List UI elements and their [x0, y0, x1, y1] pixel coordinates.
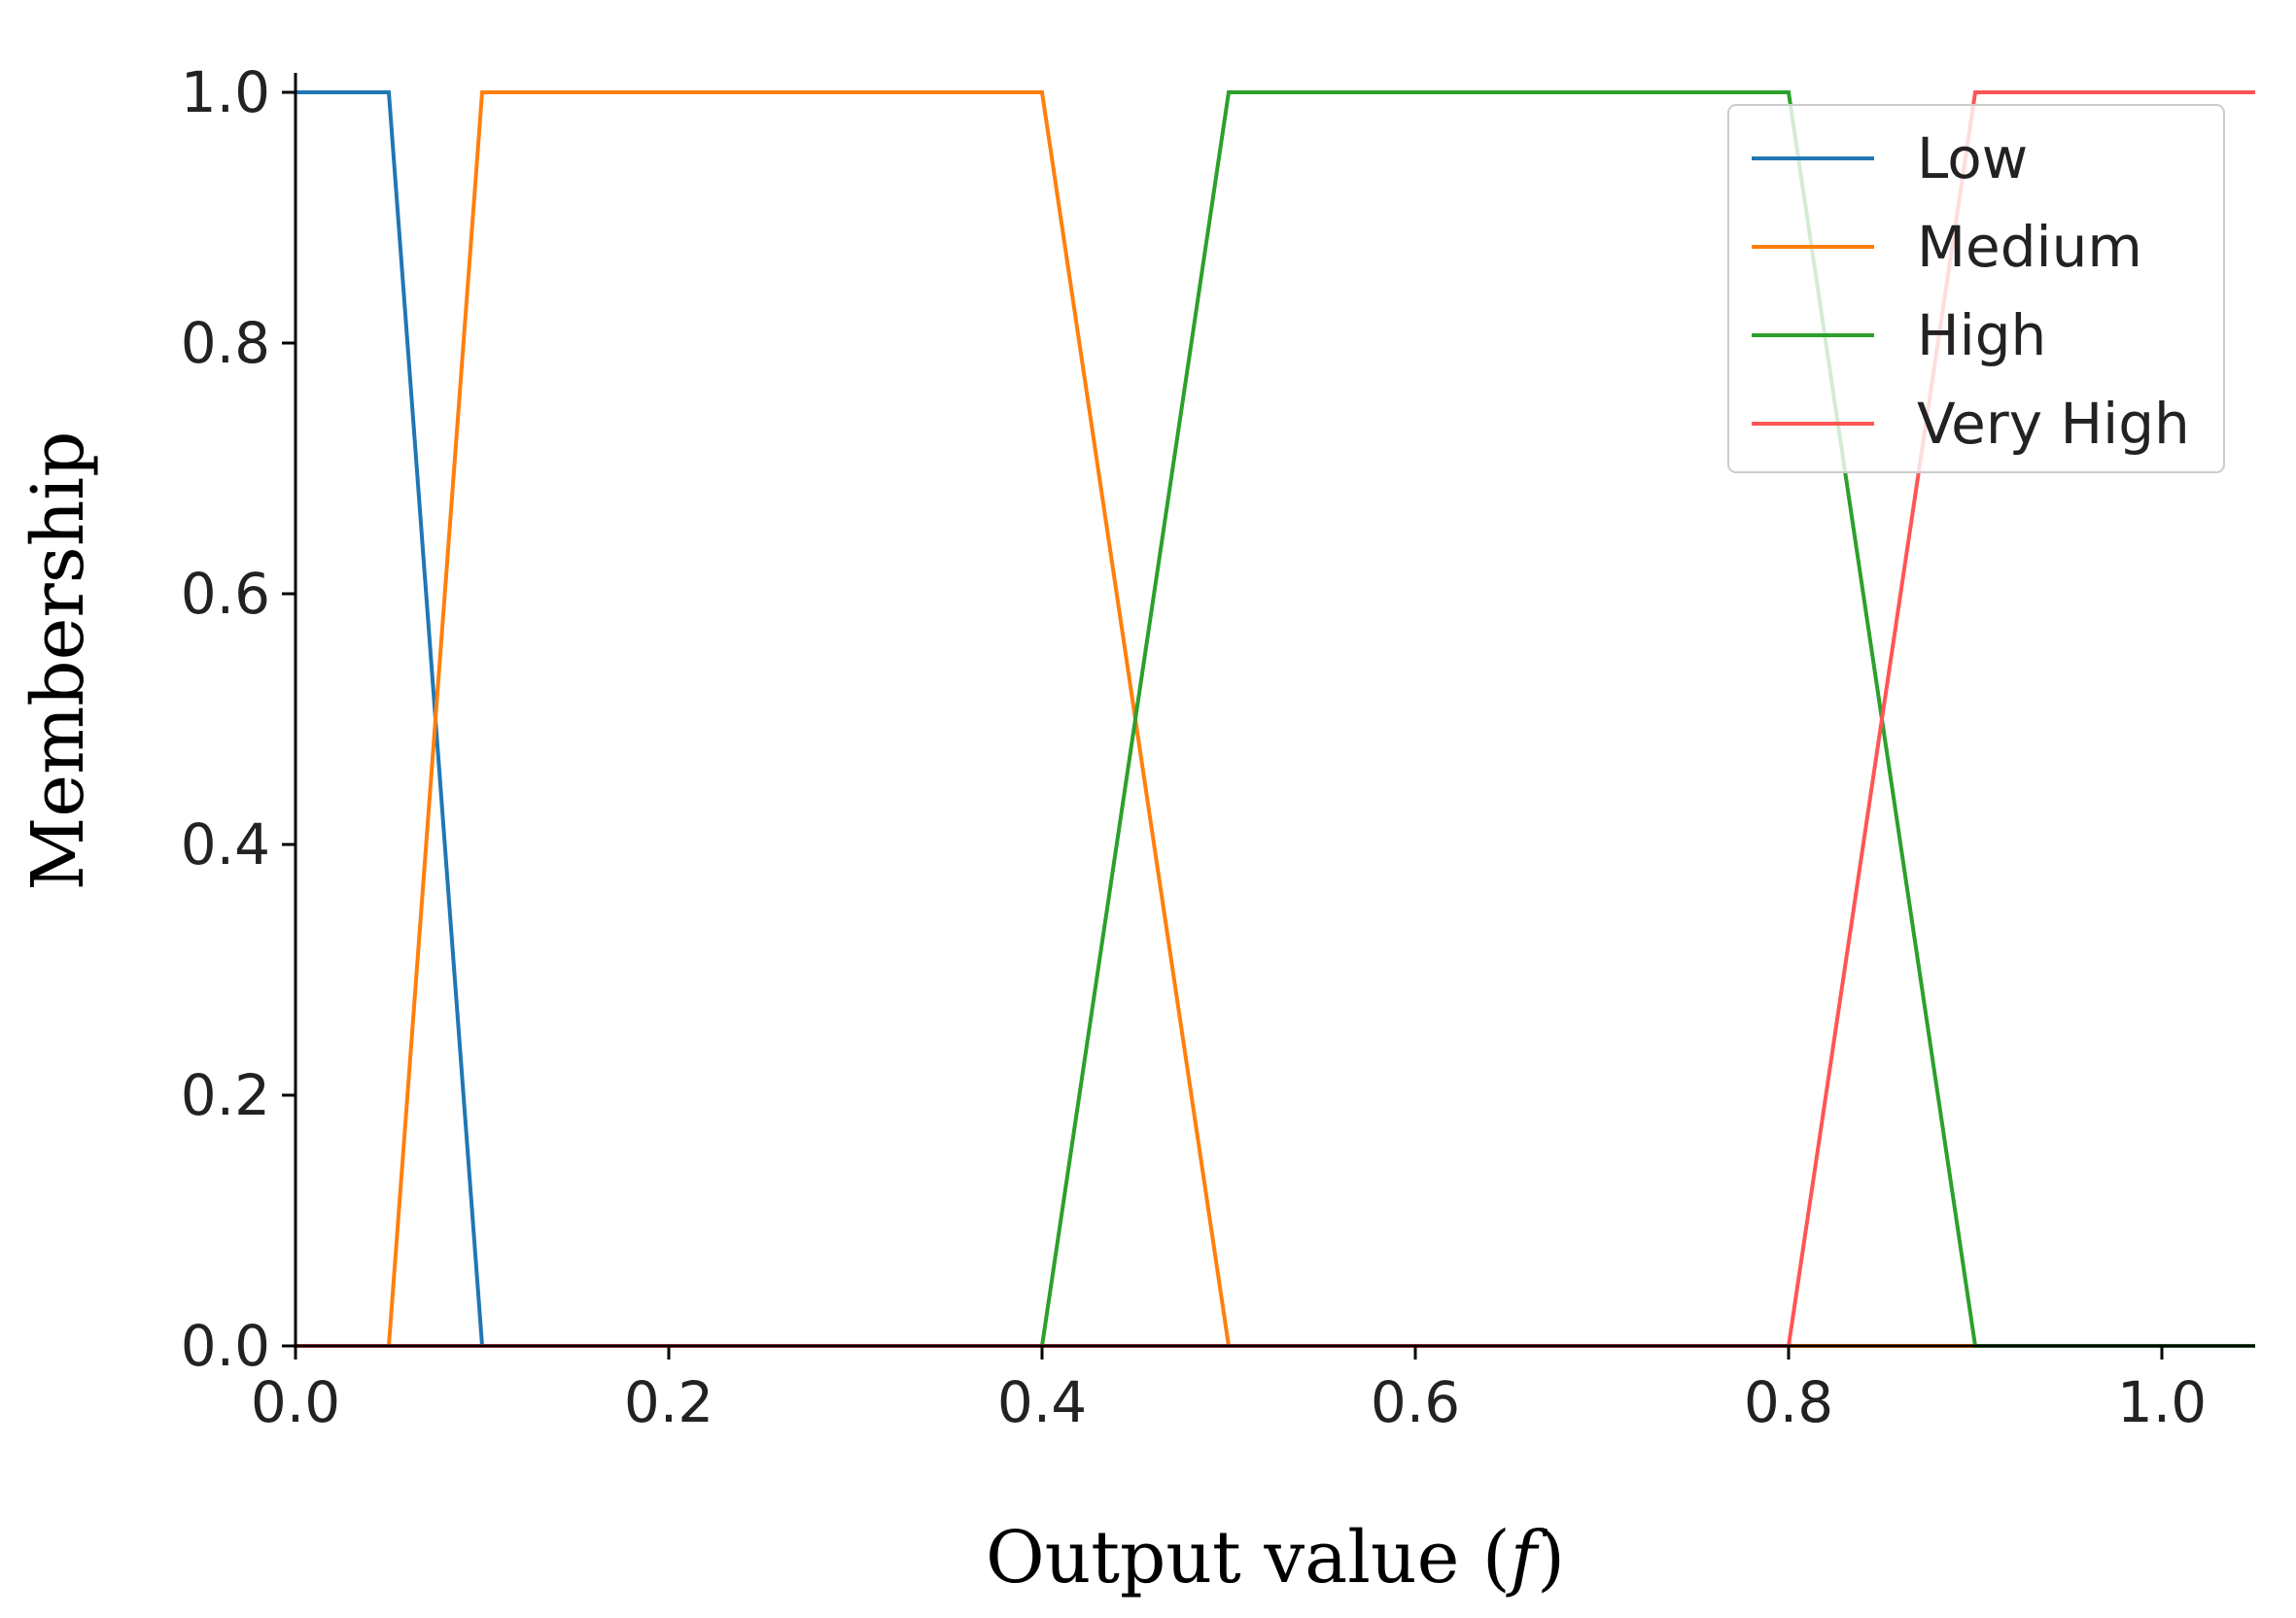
x-tick-label: 0.2: [624, 1369, 713, 1435]
y-ticks: 0.0 0.2 0.4 0.6 0.8 1.0: [181, 59, 296, 1379]
x-tick-label: 1.0: [2117, 1369, 2207, 1435]
y-tick-label: 0.8: [181, 310, 270, 376]
legend-label-very-high: Very High: [1917, 391, 2190, 457]
legend-items: Low Medium High Very High: [1752, 125, 2190, 457]
legend-label-medium: Medium: [1917, 214, 2142, 280]
y-tick-label: 1.0: [181, 59, 270, 125]
legend-label-low: Low: [1917, 125, 2028, 191]
x-tick-label: 0.0: [251, 1369, 340, 1435]
x-ticks: 0.0 0.2 0.4 0.6 0.8 1.0: [251, 1346, 2207, 1435]
y-tick-label: 0.0: [181, 1313, 270, 1379]
legend-label-high: High: [1917, 302, 2046, 368]
x-tick-label: 0.8: [1744, 1369, 1833, 1435]
y-tick-label: 0.4: [181, 811, 270, 878]
y-tick-label: 0.2: [181, 1062, 270, 1128]
x-axis-label-prefix: Output value (: [986, 1516, 1511, 1600]
x-tick-label: 0.4: [997, 1369, 1087, 1435]
axes: [294, 73, 2255, 1348]
y-tick-label: 0.6: [181, 561, 270, 627]
x-axis-label: Output value (f): [986, 1516, 1565, 1600]
x-tick-label: 0.6: [1371, 1369, 1460, 1435]
y-axis-label: Membership: [17, 431, 100, 891]
x-axis-label-suffix: ): [1537, 1516, 1565, 1600]
legend-box: [1727, 104, 2225, 473]
legend: Low Medium High Very High: [1727, 104, 2225, 473]
